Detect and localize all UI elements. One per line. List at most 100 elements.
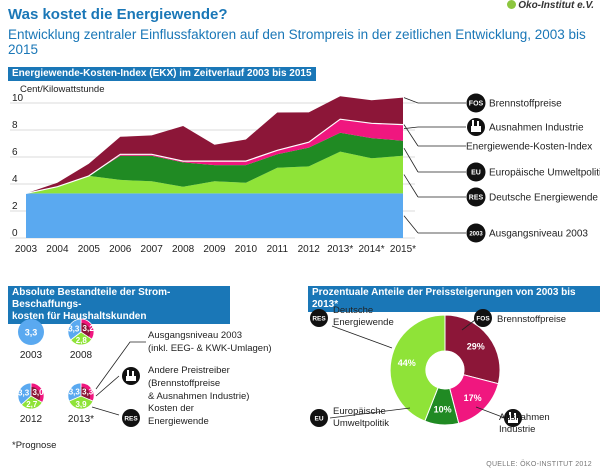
y-tick-label: 8 — [12, 120, 18, 131]
pie-year-label: 2008 — [70, 350, 93, 361]
pie-year-label: 2003 — [20, 350, 43, 361]
fos-icon-text: FOS — [476, 316, 490, 323]
donut-value-label: 29% — [467, 342, 485, 352]
forecast-note: *Prognose — [12, 440, 57, 451]
main-chart-title: Energiewende-Kosten-Index (EKX) im Zeitv… — [8, 67, 316, 81]
pie-year-label: 2013* — [68, 414, 94, 425]
fos-icon — [474, 309, 492, 327]
x-tick-label: 2013* — [327, 244, 353, 255]
eu-icon-text: EU — [471, 170, 481, 177]
abs-chart-title-line2: kosten für Haushaltskunden — [12, 311, 147, 322]
area-series-5 — [26, 96, 403, 194]
y-tick-label: 6 — [12, 147, 18, 158]
legend-leader — [403, 148, 419, 173]
legend-leader — [403, 97, 419, 104]
donut-slice — [444, 314, 501, 385]
legend-leader — [403, 124, 419, 147]
pie-value-label: 3,3 — [68, 325, 80, 334]
x-tick-label: 2007 — [141, 244, 164, 255]
factory-icon-chimney — [127, 370, 129, 376]
pie-value-label: 2,8 — [76, 336, 88, 345]
pie-value-label: 3,0 — [32, 388, 44, 397]
y-tick-label: 2 — [12, 201, 18, 212]
factory-icon-chimney — [477, 121, 479, 127]
factory-icon-chimney — [132, 371, 134, 376]
page-title: Was kostet die Energiewende? — [8, 6, 228, 23]
factory-icon-chimney — [514, 413, 516, 418]
donut-legend-line: Industrie — [499, 424, 535, 435]
pie-slice — [17, 382, 32, 406]
x-tick-label: 2004 — [46, 244, 69, 255]
donut-leader — [329, 407, 411, 419]
pie-slice-inner — [81, 386, 91, 400]
area-series-3 — [26, 132, 403, 194]
legend-label: (inkl. EEG- & KWK-Umlagen) — [148, 343, 272, 354]
page-subtitle: Entwicklung zentraler Einflussfaktoren a… — [8, 27, 586, 57]
pie-value-label: 3,3 — [18, 389, 30, 398]
area-series-2 — [26, 151, 403, 194]
publisher-logo: Öko-Institut e.V. — [507, 0, 594, 11]
x-tick-label: 2005 — [78, 244, 101, 255]
pie-slice — [67, 318, 82, 341]
donut-legend-line: Deutsche — [333, 305, 373, 316]
factory-icon-body — [508, 418, 518, 423]
x-tick-label: 2015* — [390, 244, 416, 255]
abs-chart-title: Absolute Bestandteile der Strom-Beschaff… — [8, 286, 230, 324]
donut-legend-label: Ausnahmen Industrie — [499, 412, 550, 435]
x-tick-label: 2014* — [359, 244, 385, 255]
pie-value-label: 3,9 — [75, 400, 87, 409]
pie-slice — [68, 395, 94, 410]
fos-icon — [466, 93, 486, 113]
donut-legend-line: Umweltpolitik — [333, 418, 389, 429]
res-icon — [466, 187, 486, 207]
legend-leader — [403, 174, 419, 198]
legend-label: Energiewende-Kosten-Index — [466, 142, 592, 153]
y-tick-label: 0 — [12, 228, 18, 239]
res-icon-text: RES — [124, 416, 138, 423]
x-tick-label: 2010 — [235, 244, 258, 255]
donut-legend-line: Energiewende — [333, 317, 394, 328]
pie-slice — [70, 331, 93, 346]
legend-label: (Brennstoffpreise — [148, 378, 220, 389]
x-tick-label: 2011 — [267, 244, 289, 255]
legend-label: Ausgangsniveau 2003 — [489, 229, 588, 240]
fos-icon-text: FOS — [469, 101, 484, 108]
eu-icon — [466, 162, 486, 182]
pie-value-label: 2,7 — [26, 400, 38, 409]
donut-legend-label: Europäische Umweltpolitik — [333, 406, 389, 429]
donut-legend-line: Ausnahmen — [499, 412, 550, 423]
factory-icon-body — [471, 126, 481, 132]
legend-label: Andere Preistreiber — [148, 365, 230, 376]
legend-label: & Ausnahmen Industrie) — [148, 391, 249, 402]
legend-label: Kosten der — [148, 403, 194, 414]
pct-chart-title: Prozentuale Anteile der Preissteigerunge… — [308, 286, 600, 312]
abs-chart-title-line1: Absolute Bestandteile der Strom-Beschaff… — [12, 287, 171, 310]
donut-legend-line: Europäische — [333, 406, 386, 417]
legend-label: Brennstoffpreise — [489, 99, 562, 110]
eu-icon-text: EU — [314, 416, 323, 423]
source-note: QUELLE: ÖKO-INSTITUT 2012 — [486, 461, 592, 468]
res-icon-text: RES — [469, 195, 484, 202]
legend-leader — [95, 375, 120, 397]
donut-leader — [461, 319, 476, 331]
x-tick-label: 2009 — [203, 244, 226, 255]
x-tick-label: 2003 — [15, 244, 38, 255]
legend-label: Deutsche Energiewende — [489, 193, 598, 204]
donut-legend-label: Deutsche Energiewende — [333, 305, 394, 328]
pie-slice — [18, 319, 44, 345]
logo-icon — [507, 0, 517, 9]
area-series-1 — [26, 193, 403, 238]
pie-slice-inner — [81, 322, 91, 338]
base-icon-text: 2003 — [469, 232, 483, 238]
donut-leader — [331, 325, 393, 349]
legend-leader — [95, 341, 146, 390]
donut-value-label: 17% — [464, 393, 482, 403]
factory-icon-body — [126, 376, 136, 381]
pie-year-label: 2012 — [20, 414, 43, 425]
pie-value-label: 3,2 — [83, 324, 95, 333]
pie-slice — [20, 395, 43, 410]
donut-value-label: 44% — [398, 358, 416, 368]
